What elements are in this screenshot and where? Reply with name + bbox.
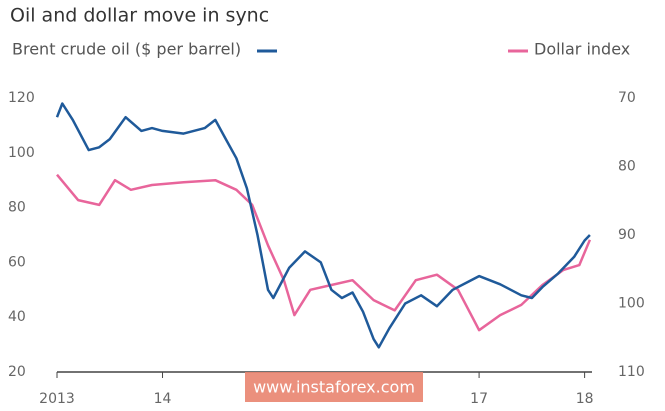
x-tick-label: 18 xyxy=(576,391,594,407)
watermark-box xyxy=(245,372,423,402)
y-tick-label: 60 xyxy=(8,254,26,270)
y2-tick-label: 100 xyxy=(618,296,645,312)
y-tick-label: 100 xyxy=(8,145,35,161)
y-tick-label: 80 xyxy=(8,200,26,216)
chart-title: Oil and dollar move in sync xyxy=(10,5,269,27)
legend-label: Dollar index xyxy=(534,40,630,59)
series-line xyxy=(56,173,592,332)
watermark: www.instaforex.com xyxy=(253,378,415,397)
series-line xyxy=(55,102,591,349)
y-tick-label: 120 xyxy=(8,90,35,106)
x-tick-label: 14 xyxy=(154,391,172,407)
legend-label: Brent crude oil ($ per barrel) xyxy=(12,40,241,59)
y-tick-label: 40 xyxy=(8,309,26,325)
x-tick-label: 17 xyxy=(470,391,488,407)
y2-tick-label: 80 xyxy=(618,159,636,175)
x-tick-label: 2013 xyxy=(39,391,75,407)
y2-tick-label: 90 xyxy=(618,227,636,243)
y2-tick-label: 70 xyxy=(618,90,636,106)
y-tick-label: 20 xyxy=(8,364,26,380)
y2-tick-label: 110 xyxy=(618,364,645,380)
